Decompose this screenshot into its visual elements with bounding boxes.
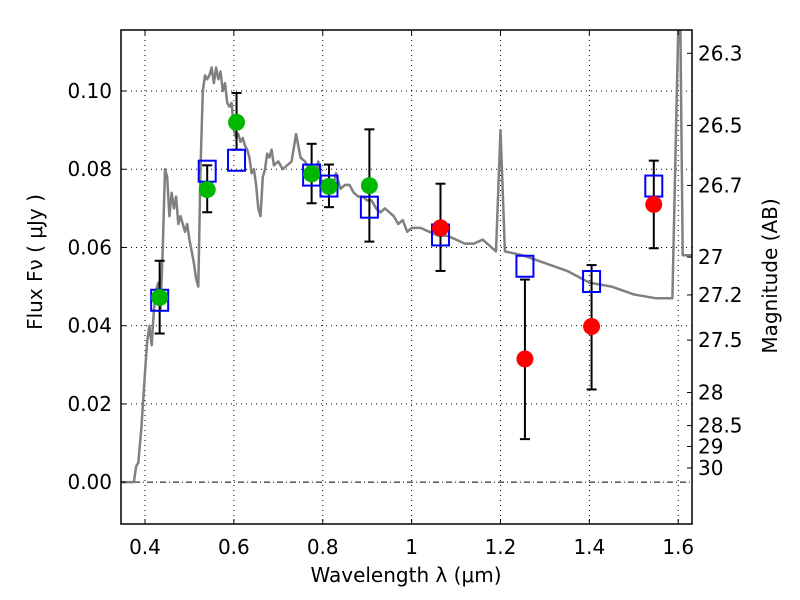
x-tick-label: 1.4 [573,535,605,559]
right-tick-label: 26.7 [698,173,743,197]
observed-nir-point [583,317,601,335]
right-tick-label: 28.5 [698,414,743,438]
right-tick-label: 27.5 [698,328,743,352]
model-bandpass-square [227,148,247,172]
y-axis-left: 0.00 0.02 0.04 0.06 0.08 0.10 [67,79,126,494]
y-tick-label: 0.08 [67,157,112,181]
y-tick-label: 0.04 [67,314,112,338]
x-tick-label: 0.6 [218,535,250,559]
observed-optical-point [151,289,169,307]
y-tick-label: 0.00 [67,470,112,494]
series-layer [121,30,692,484]
x-axis-label-text: Wavelength λ (μm) [310,563,501,587]
observed-optical-point [198,181,216,199]
right-tick-label: 29 [698,434,723,458]
x-axis: 0.4 0.6 0.8 1 1.2 1.4 1.6 [129,30,694,559]
model-bandpass-square [515,254,535,278]
right-tick-label: 26.3 [698,41,743,65]
observed-optical-point [320,177,338,195]
observed-nir-point [516,350,534,368]
model-bandpass-square [359,195,379,219]
y-axis-right-label: Magnitude (AB) [758,198,782,353]
y-tick-label: 0.02 [67,392,112,416]
observed-nir-point [645,195,663,213]
observed-optical-point [228,113,246,131]
model-bandpass-square [319,174,339,198]
observed-optical-point [360,177,378,195]
right-tick-label: 27 [698,245,723,269]
model-bandpass-square [582,269,602,293]
x-tick-label: 1.2 [485,535,517,559]
plot-content [121,30,692,484]
plot-frame [120,29,693,525]
x-tick-label: 0.8 [307,535,339,559]
x-axis-label: Wavelength λ (μm) [310,563,501,587]
right-tick-label: 26.5 [698,113,743,137]
right-tick-label: 27.2 [698,283,743,307]
y-tick-label: 0.06 [67,235,112,259]
x-tick-label: 1.6 [662,535,694,559]
observed-nir-point [431,219,449,237]
x-tick-label: 0.4 [129,535,161,559]
right-tick-label: 28 [698,381,723,405]
x-tick-label: 1 [405,535,418,559]
y-axis-right-label-text: Magnitude (AB) [758,198,782,353]
y-axis-label-text: Flux Fν ( μJy ) [23,194,47,330]
observed-optical-point [303,165,321,183]
y-tick-label: 0.10 [67,79,112,103]
y-axis-label: Flux Fν ( μJy ) [23,194,47,330]
right-tick-label: 30 [698,456,723,480]
model-spectrum-line [121,30,692,484]
